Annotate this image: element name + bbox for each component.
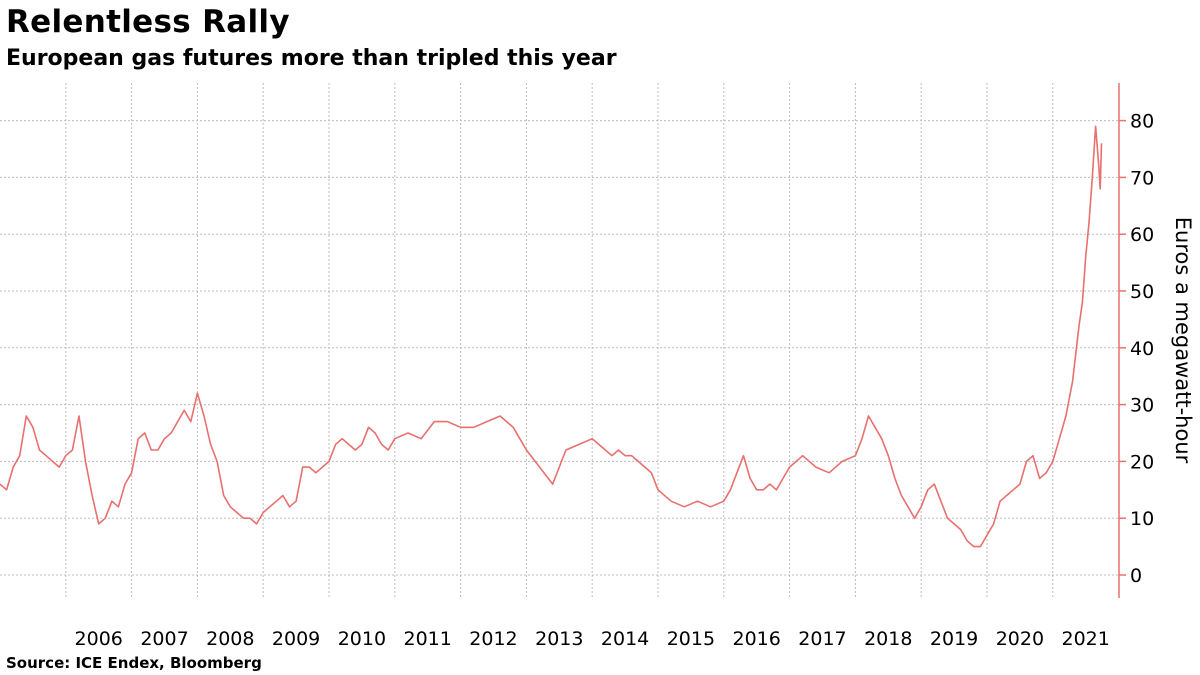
y-axis: 0 10 20 30 40 50 60 70 80 [1118, 83, 1154, 598]
y-tick-label-70: 70 [1130, 167, 1154, 189]
x-tick-label-2019: 2019 [930, 628, 978, 650]
y-tick-label-50: 50 [1130, 281, 1154, 303]
y-tick-label-20: 20 [1130, 451, 1154, 473]
x-tick-label-2021: 2021 [1062, 628, 1110, 650]
x-tick-label-2010: 2010 [338, 628, 386, 650]
y-tick-label-30: 30 [1130, 395, 1154, 417]
horizontal-gridlines [0, 120, 1118, 576]
x-tick-label-2006: 2006 [75, 628, 123, 650]
x-tick-label-2011: 2011 [404, 628, 452, 650]
chart-subtitle: European gas futures more than tripled t… [6, 46, 617, 71]
x-tick-label-2016: 2016 [733, 628, 781, 650]
x-tick-label-2012: 2012 [469, 628, 517, 650]
x-tick-label-2017: 2017 [798, 628, 846, 650]
x-tick-label-2015: 2015 [667, 628, 715, 650]
vertical-gridlines [65, 83, 1054, 598]
y-tick-label-40: 40 [1130, 338, 1154, 360]
x-tick-label-2020: 2020 [996, 628, 1044, 650]
x-tick-label-2007: 2007 [140, 628, 188, 650]
x-axis-tick-labels: 2006 2007 2008 2009 2010 2011 2012 2013 2014 2015… [75, 628, 1110, 650]
y-tick-label-80: 80 [1130, 111, 1154, 133]
y-tick-label-10: 10 [1130, 508, 1154, 530]
series-line-0 [0, 125, 1103, 548]
x-tick-label-2009: 2009 [272, 628, 320, 650]
source-note: Source: ICE Endex, Bloomberg [6, 654, 262, 672]
x-tick-label-2018: 2018 [864, 628, 912, 650]
y-axis-label: Euros a megawatt-hour [1171, 217, 1195, 464]
x-tick-label-2014: 2014 [601, 628, 649, 650]
series-layer [0, 125, 1103, 548]
chart-title: Relentless Rally [6, 4, 290, 40]
y-tick-label-60: 60 [1130, 224, 1154, 246]
x-tick-label-2013: 2013 [535, 628, 583, 650]
y-tick-label-0: 0 [1130, 565, 1142, 587]
x-tick-label-2008: 2008 [206, 628, 254, 650]
